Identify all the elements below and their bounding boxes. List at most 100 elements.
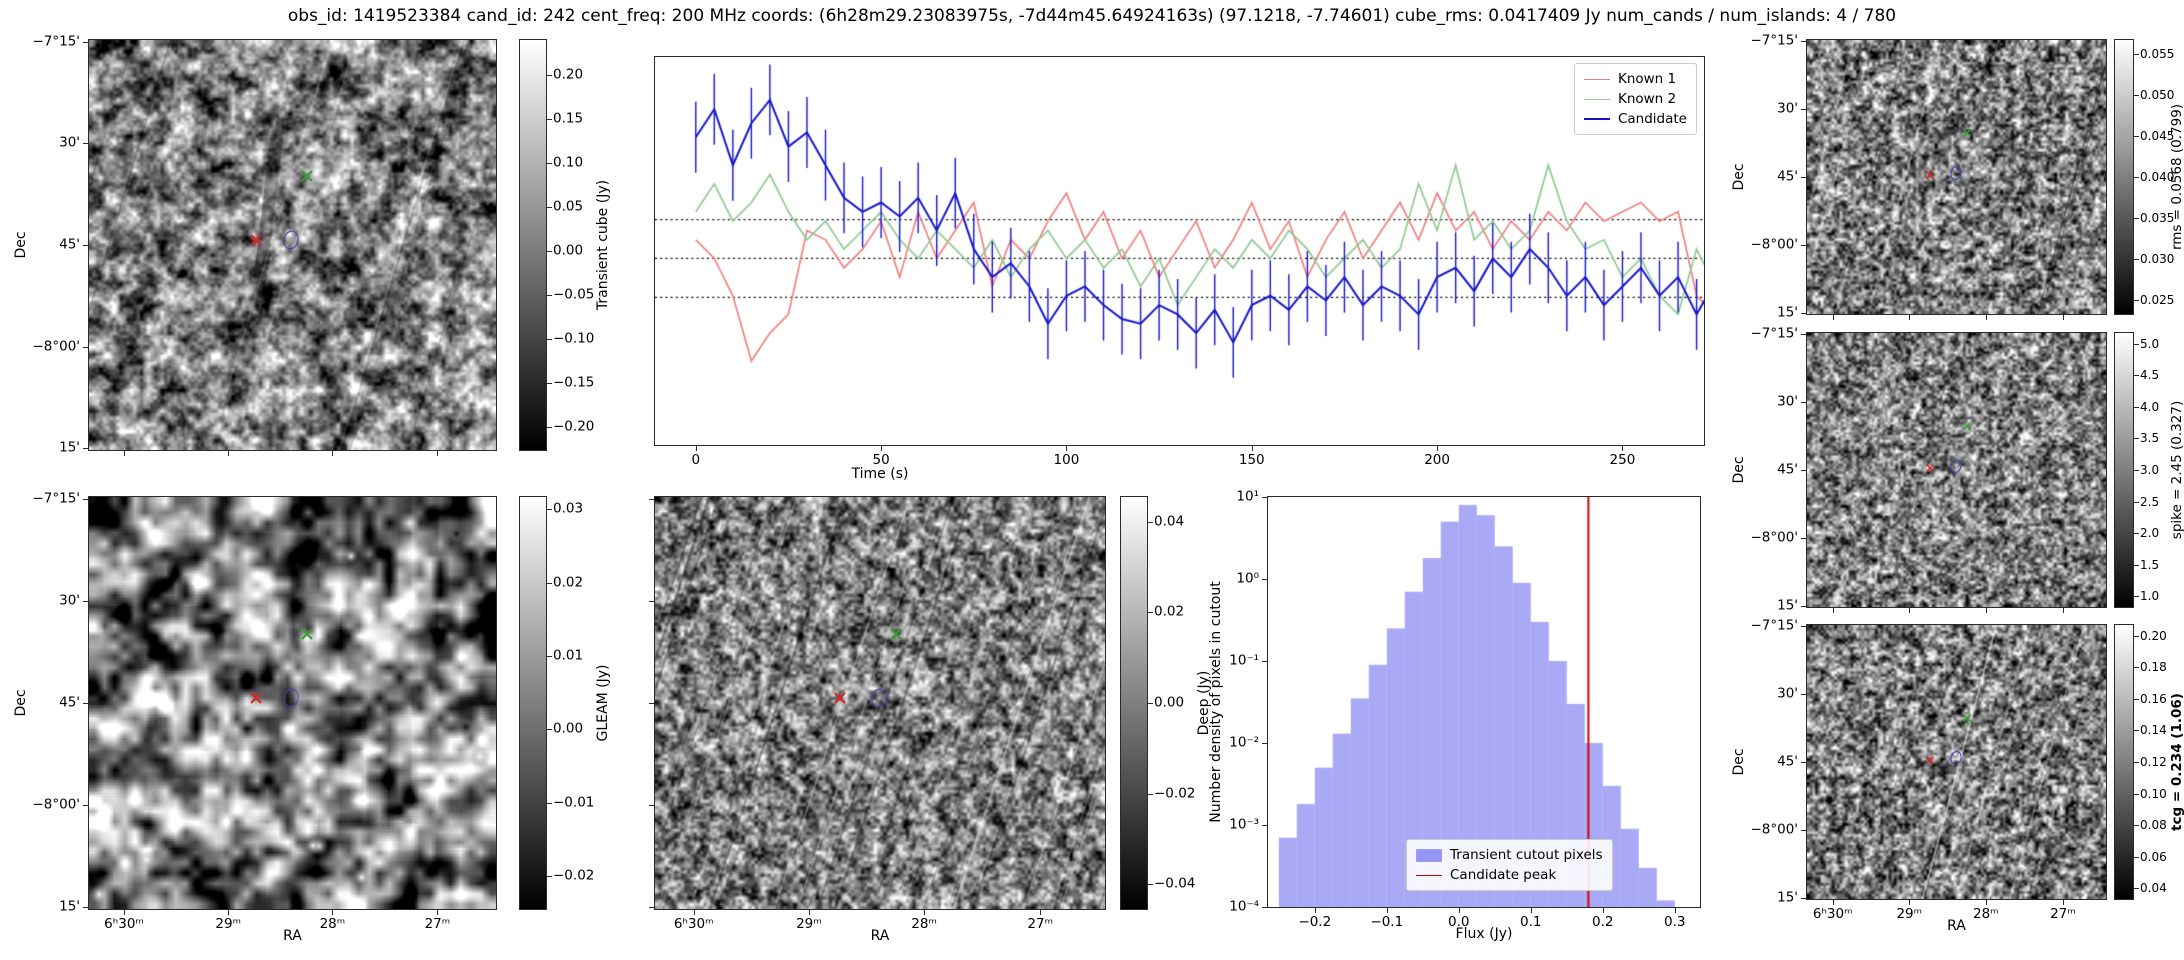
tick-mark	[1251, 445, 1253, 451]
spike-image	[1807, 333, 2106, 607]
tick-mark	[2133, 825, 2139, 827]
tick-mark	[1147, 521, 1153, 523]
tick-label: 2.0	[2140, 526, 2160, 541]
known1-line-sample	[1583, 78, 1610, 80]
tick-mark	[649, 600, 655, 602]
tick-label: 0.10	[2140, 786, 2167, 801]
tick-mark	[2133, 177, 2139, 178]
tick-mark	[546, 74, 552, 76]
tick-mark	[1832, 607, 1834, 613]
tick-label: 0.14	[2140, 723, 2167, 738]
tick-label: 0.3	[1664, 914, 1686, 930]
tick-label: 45'	[1777, 168, 1798, 185]
legend-label: Known 1	[1617, 71, 1677, 87]
tick-label: 50	[872, 452, 890, 468]
tick-mark	[2133, 501, 2139, 503]
tick-mark	[83, 41, 89, 43]
tick-label: 250	[1609, 452, 1636, 468]
tick-label: 5.0	[2140, 336, 2160, 351]
tick-label: −8°00'	[32, 337, 80, 354]
tick-mark	[2133, 94, 2139, 96]
known1-marker-icon	[1925, 750, 1934, 769]
tick-mark	[1909, 607, 1911, 613]
tick-label: 0.10	[553, 154, 584, 171]
tick-mark	[1801, 605, 1807, 607]
tick-mark	[546, 383, 552, 385]
tick-label: 0.08	[2140, 818, 2167, 833]
tick-mark	[1801, 244, 1807, 246]
tick-label: 0.035	[2140, 211, 2175, 226]
tick-label: −7°15'	[1750, 32, 1798, 49]
legend-label: Candidate	[1617, 111, 1687, 127]
tick-label: −0.01	[553, 793, 595, 810]
tick-label: 0.18	[2140, 660, 2167, 675]
tick-label: −0.10	[553, 330, 595, 347]
tick-label: 0.045	[2140, 128, 2175, 143]
tick-mark	[649, 498, 655, 500]
lightcurve-panel: Known 1 Known 2 Candidate 0 50 100 150 200 25…	[654, 56, 1705, 467]
tick-mark	[1262, 743, 1268, 744]
tick-mark	[1801, 109, 1807, 111]
lightcurve-plot	[655, 57, 1704, 445]
tick-mark	[546, 582, 552, 584]
legend-item-known1: Known 1	[1583, 69, 1687, 89]
tick-label: 0.030	[2140, 252, 2175, 267]
tick-mark	[2133, 888, 2139, 890]
tick-mark	[2133, 53, 2139, 55]
tcg-panel: Dec RA −7°15' 30' 45' −8°00' 15' 6ʰ30ᵐ 29ᵐ 28ᵐ 2…	[1731, 619, 2107, 934]
flux-histogram-plot	[1268, 497, 1700, 907]
tcg-colorbar-label: tcg = 0.234 (1.06)	[2169, 693, 2184, 831]
hist-y-axis-label: Number density of pixels in cutout	[1208, 581, 1224, 823]
tick-label: 0.15	[553, 110, 584, 127]
tick-label: 27ᵐ	[1027, 916, 1053, 932]
tick-mark	[2133, 406, 2139, 408]
tick-mark	[83, 346, 89, 348]
gleam-panel: Dec RA −7°15' 30' 45' −8°00' 15' 6ʰ30ᵐ 29ᵐ 28ᵐ 2…	[13, 491, 497, 944]
tick-mark	[1909, 314, 1911, 320]
tick-label: 3.0	[2140, 463, 2160, 477]
deep-image	[655, 497, 1105, 909]
tick-mark	[1147, 612, 1153, 614]
tick-mark	[1985, 314, 1987, 320]
tick-label: −0.1	[1370, 914, 1404, 930]
tick-label: 6ʰ30ᵐ	[673, 916, 714, 932]
tick-mark	[2062, 607, 2064, 613]
tick-mark	[924, 909, 926, 915]
tick-mark	[1066, 445, 1068, 451]
tick-mark	[1386, 907, 1388, 913]
tick-label: −7°15'	[32, 489, 80, 506]
tick-label: 4.0	[2140, 399, 2160, 414]
tick-label: 15'	[1777, 889, 1798, 906]
tick-mark	[1674, 907, 1676, 913]
tick-label: −7°15'	[32, 32, 80, 49]
known2-line-sample	[1583, 98, 1610, 100]
dec-axis-label: Dec	[1731, 163, 1747, 191]
ra-axis-label: RA	[283, 928, 302, 944]
legend-label: Candidate peak	[1450, 867, 1557, 883]
tick-label: 28ᵐ	[319, 916, 346, 932]
tick-label: 200	[1424, 452, 1450, 468]
tick-label: 0.00	[553, 242, 584, 259]
tick-label: 0.12	[2140, 755, 2167, 769]
tick-mark	[83, 498, 89, 500]
tick-mark	[437, 450, 439, 456]
rms-colorbar: rms = 0.0568 (0.799) 0.055 0.050 0.045 0.04…	[2114, 39, 2184, 315]
tick-label: 30'	[59, 592, 80, 609]
flux-axis-label: Flux (Jy)	[1455, 926, 1513, 942]
tick-label: −0.02	[1154, 784, 1196, 801]
tick-mark	[332, 909, 334, 915]
tick-label: 4.5	[2140, 368, 2160, 383]
tick-label: 45'	[1777, 753, 1798, 770]
tick-mark	[2133, 343, 2139, 345]
tick-mark	[693, 909, 695, 915]
tick-label: 0.04	[1154, 512, 1185, 529]
tick-mark	[1314, 907, 1316, 913]
tick-label: 3.5	[2140, 431, 2160, 446]
tick-label: 0.0	[1448, 914, 1470, 930]
transient-colorbar-label: Transient cube (Jy)	[595, 179, 611, 311]
tick-mark	[546, 207, 552, 209]
transient-cube-image	[89, 40, 496, 450]
legend-item-known2: Known 2	[1583, 89, 1687, 109]
tick-label: 0.1	[1520, 914, 1542, 930]
known2-marker-icon	[1962, 707, 1971, 726]
